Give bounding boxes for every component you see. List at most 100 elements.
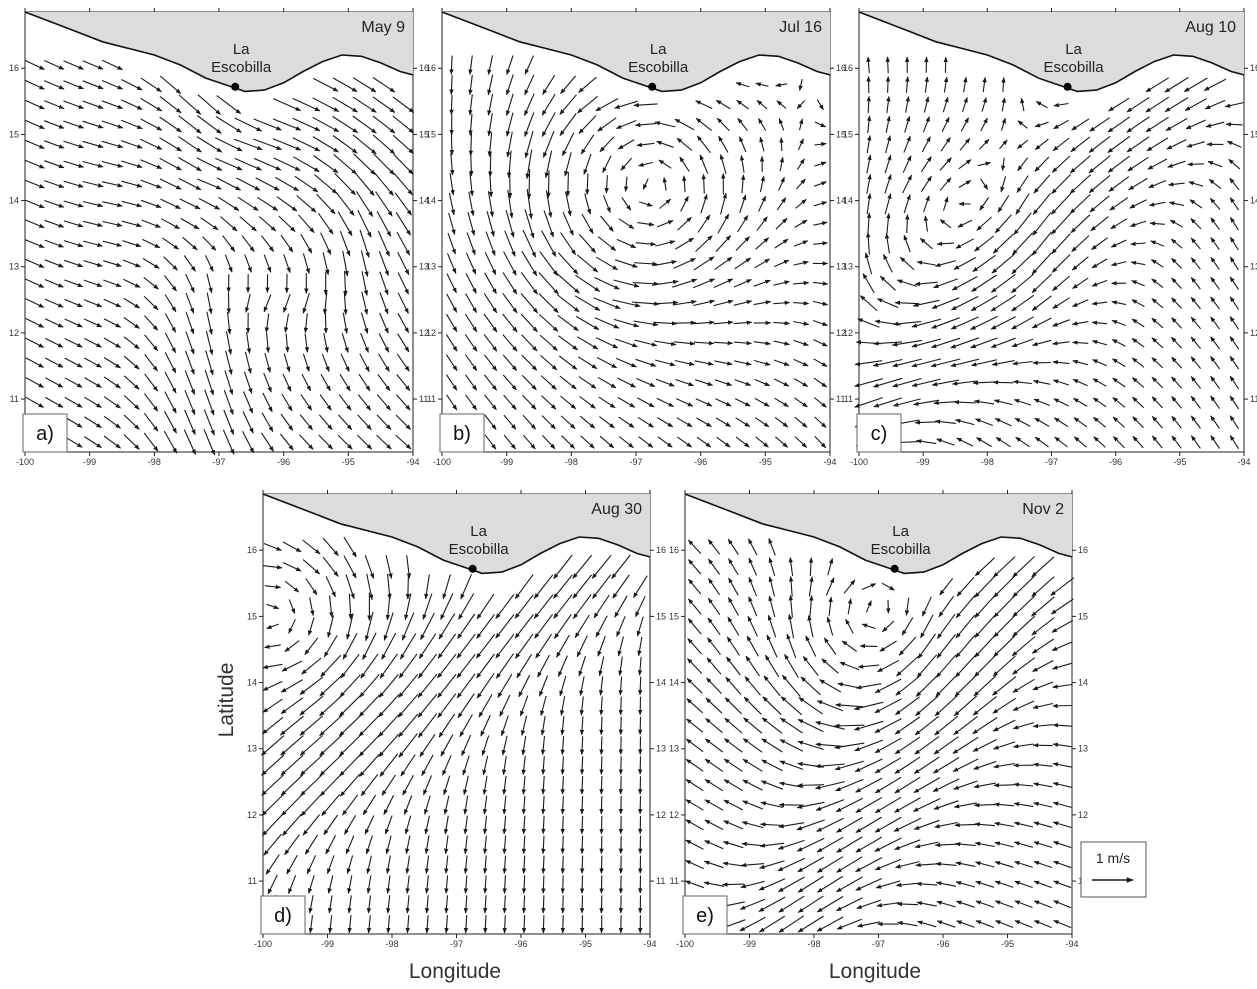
site-label-line1: La xyxy=(892,523,909,540)
site-marker xyxy=(469,565,477,573)
scale-legend-label: 1 m/s xyxy=(1096,850,1130,866)
x-tick-label: -99 xyxy=(917,457,930,467)
velocity-arrow xyxy=(543,876,544,894)
velocity-arrow xyxy=(601,856,602,874)
velocity-arrow xyxy=(673,323,695,324)
y-tick-label: 15 xyxy=(9,129,19,139)
velocity-arrow xyxy=(621,717,622,735)
y-tick-label: 13 xyxy=(1078,744,1088,754)
site-label-line2: Escobilla xyxy=(211,59,272,76)
x-tick-label: -98 xyxy=(807,939,820,949)
site-label-line2: Escobilla xyxy=(871,541,932,558)
velocity-arrow xyxy=(490,152,491,177)
panel-5: -100-99-98-97-96-95-94111112121313141415… xyxy=(669,490,1088,949)
x-tick-label: -100 xyxy=(433,457,451,467)
y-tick-label: 13 xyxy=(843,262,853,272)
velocity-arrow xyxy=(563,856,564,874)
y-tick-label: 11 xyxy=(670,876,679,886)
y-axis-label: Latitude xyxy=(215,663,238,738)
site-marker xyxy=(1064,83,1072,91)
site-label-line2: Escobilla xyxy=(628,59,689,76)
velocity-arrow xyxy=(563,895,564,913)
y-tick-label: 12 xyxy=(426,328,436,338)
y-tick-label: 16 xyxy=(1250,63,1257,73)
site-label-line2: Escobilla xyxy=(1044,59,1105,76)
x-tick-label: -99 xyxy=(500,457,513,467)
y-tick-label: 14 xyxy=(669,678,679,688)
x-tick-label: -94 xyxy=(406,457,419,467)
y-tick-label: 15 xyxy=(247,611,257,621)
x-tick-label: -99 xyxy=(321,939,334,949)
x-tick-label: -94 xyxy=(1237,457,1250,467)
x-tick-label: -96 xyxy=(694,457,707,467)
x-tick-label: -99 xyxy=(743,939,756,949)
y-tick-label: 14 xyxy=(9,196,19,206)
y-tick-label: 16 xyxy=(247,545,257,555)
velocity-arrow xyxy=(563,915,564,933)
panel-3: -100-99-98-97-96-95-94111112121313141415… xyxy=(843,8,1257,467)
y-tick-label: 14 xyxy=(247,678,257,688)
y-tick-label: 12 xyxy=(656,810,666,820)
site-label-line1: La xyxy=(233,41,250,58)
x-tick-label: -96 xyxy=(1109,457,1122,467)
panel-date: May 9 xyxy=(361,19,405,36)
x-tick-label: -97 xyxy=(872,939,885,949)
y-tick-label: 15 xyxy=(656,611,666,621)
panel-date: Aug 10 xyxy=(1185,19,1236,36)
y-tick-label: 12 xyxy=(1250,328,1257,338)
x-axis-label-e: Longitude xyxy=(829,960,921,983)
y-tick-label: 12 xyxy=(9,328,19,338)
y-tick-label: 16 xyxy=(9,63,19,73)
y-tick-label: 13 xyxy=(9,262,19,272)
velocity-arrow xyxy=(945,57,946,72)
panel-date: Jul 16 xyxy=(779,19,822,36)
velocity-arrow xyxy=(1053,706,1072,707)
velocity-arrow xyxy=(408,574,409,599)
x-tick-label: -98 xyxy=(981,457,994,467)
velocity-arrow xyxy=(640,677,641,695)
velocity-arrow xyxy=(974,805,995,806)
y-tick-label: 14 xyxy=(656,678,666,688)
y-tick-label: 11 xyxy=(1250,394,1257,404)
velocity-arrow xyxy=(601,816,602,834)
y-tick-label: 16 xyxy=(669,545,679,555)
y-tick-label: 16 xyxy=(656,545,666,555)
velocity-arrow xyxy=(601,776,602,794)
velocity-arrow xyxy=(781,138,782,151)
velocity-arrow xyxy=(601,736,602,754)
y-tick-label: 13 xyxy=(1250,262,1257,272)
x-tick-label: -100 xyxy=(676,939,694,949)
x-tick-label: -97 xyxy=(1045,457,1058,467)
x-tick-label: -98 xyxy=(385,939,398,949)
x-tick-label: -97 xyxy=(629,457,642,467)
velocity-arrow xyxy=(582,836,583,854)
velocity-arrow xyxy=(601,836,602,854)
y-tick-label: 11 xyxy=(10,394,19,404)
y-tick-label: 13 xyxy=(426,262,436,272)
velocity-arrow xyxy=(529,169,530,199)
panel-letter: b) xyxy=(453,423,471,445)
site-marker xyxy=(231,83,239,91)
velocity-arrow xyxy=(543,915,544,933)
velocity-arrow xyxy=(510,170,511,198)
y-tick-label: 14 xyxy=(1078,678,1088,688)
y-tick-label: 13 xyxy=(656,744,666,754)
x-tick-label: -96 xyxy=(514,939,527,949)
velocity-arrow xyxy=(993,382,1013,383)
y-tick-label: 15 xyxy=(1250,129,1257,139)
velocity-arrow xyxy=(860,646,877,647)
x-tick-label: -94 xyxy=(643,939,656,949)
x-tick-label: -97 xyxy=(212,457,225,467)
panel-letter: c) xyxy=(871,423,888,445)
y-tick-label: 14 xyxy=(1250,196,1257,206)
velocity-arrow xyxy=(601,756,602,774)
x-tick-label: -100 xyxy=(254,939,272,949)
y-tick-label: 12 xyxy=(669,810,679,820)
x-tick-label: -95 xyxy=(342,457,355,467)
y-tick-label: 11 xyxy=(427,394,436,404)
x-tick-label: -97 xyxy=(450,939,463,949)
velocity-arrow xyxy=(621,697,622,715)
y-tick-label: 12 xyxy=(247,810,257,820)
